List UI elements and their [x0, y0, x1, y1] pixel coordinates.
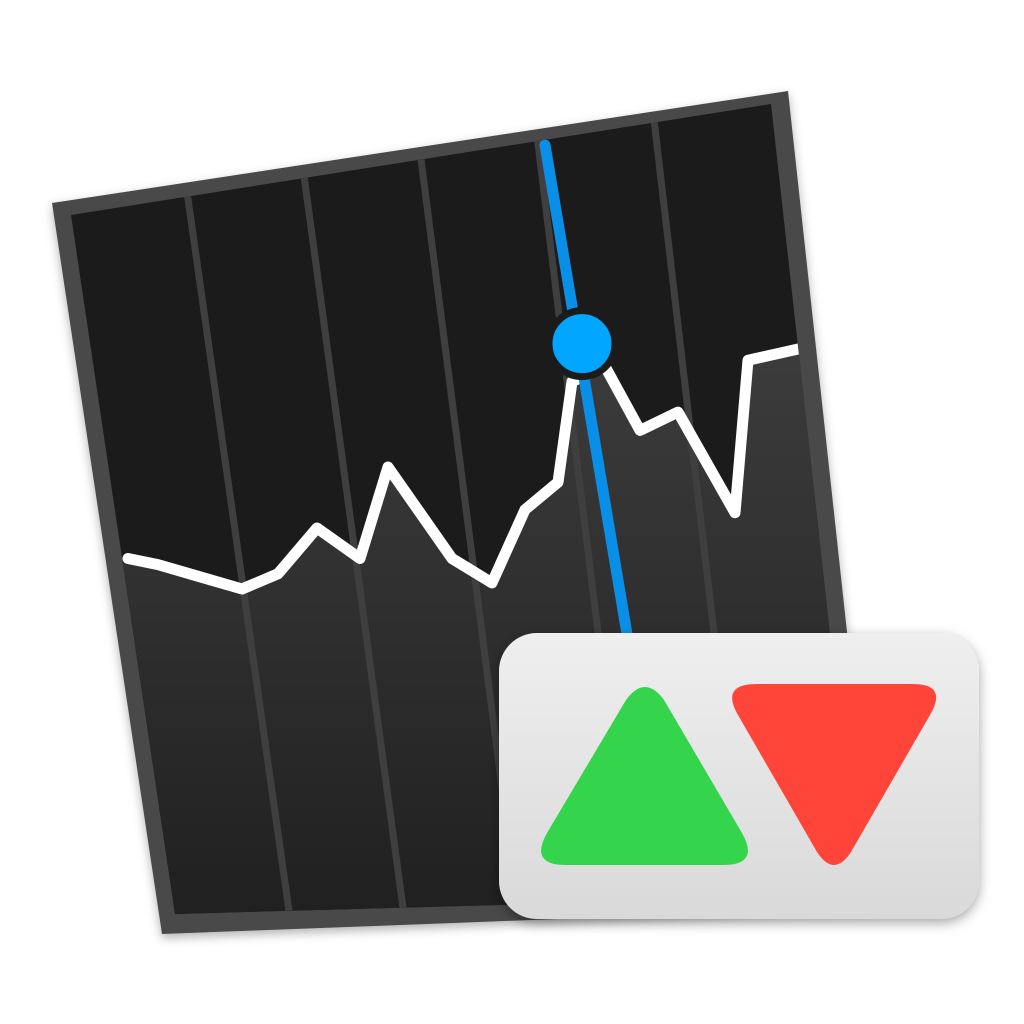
triangle-up-icon [541, 687, 748, 865]
badge-plate [499, 633, 979, 919]
cursor-line [539, 139, 634, 646]
triangle-down-icon [732, 684, 937, 865]
column-divider [300, 177, 407, 909]
gain-loss-badge [499, 633, 979, 919]
column-divider [184, 196, 293, 912]
cursor-dot-icon [545, 307, 619, 381]
stock-line-chart-icon [122, 339, 822, 595]
